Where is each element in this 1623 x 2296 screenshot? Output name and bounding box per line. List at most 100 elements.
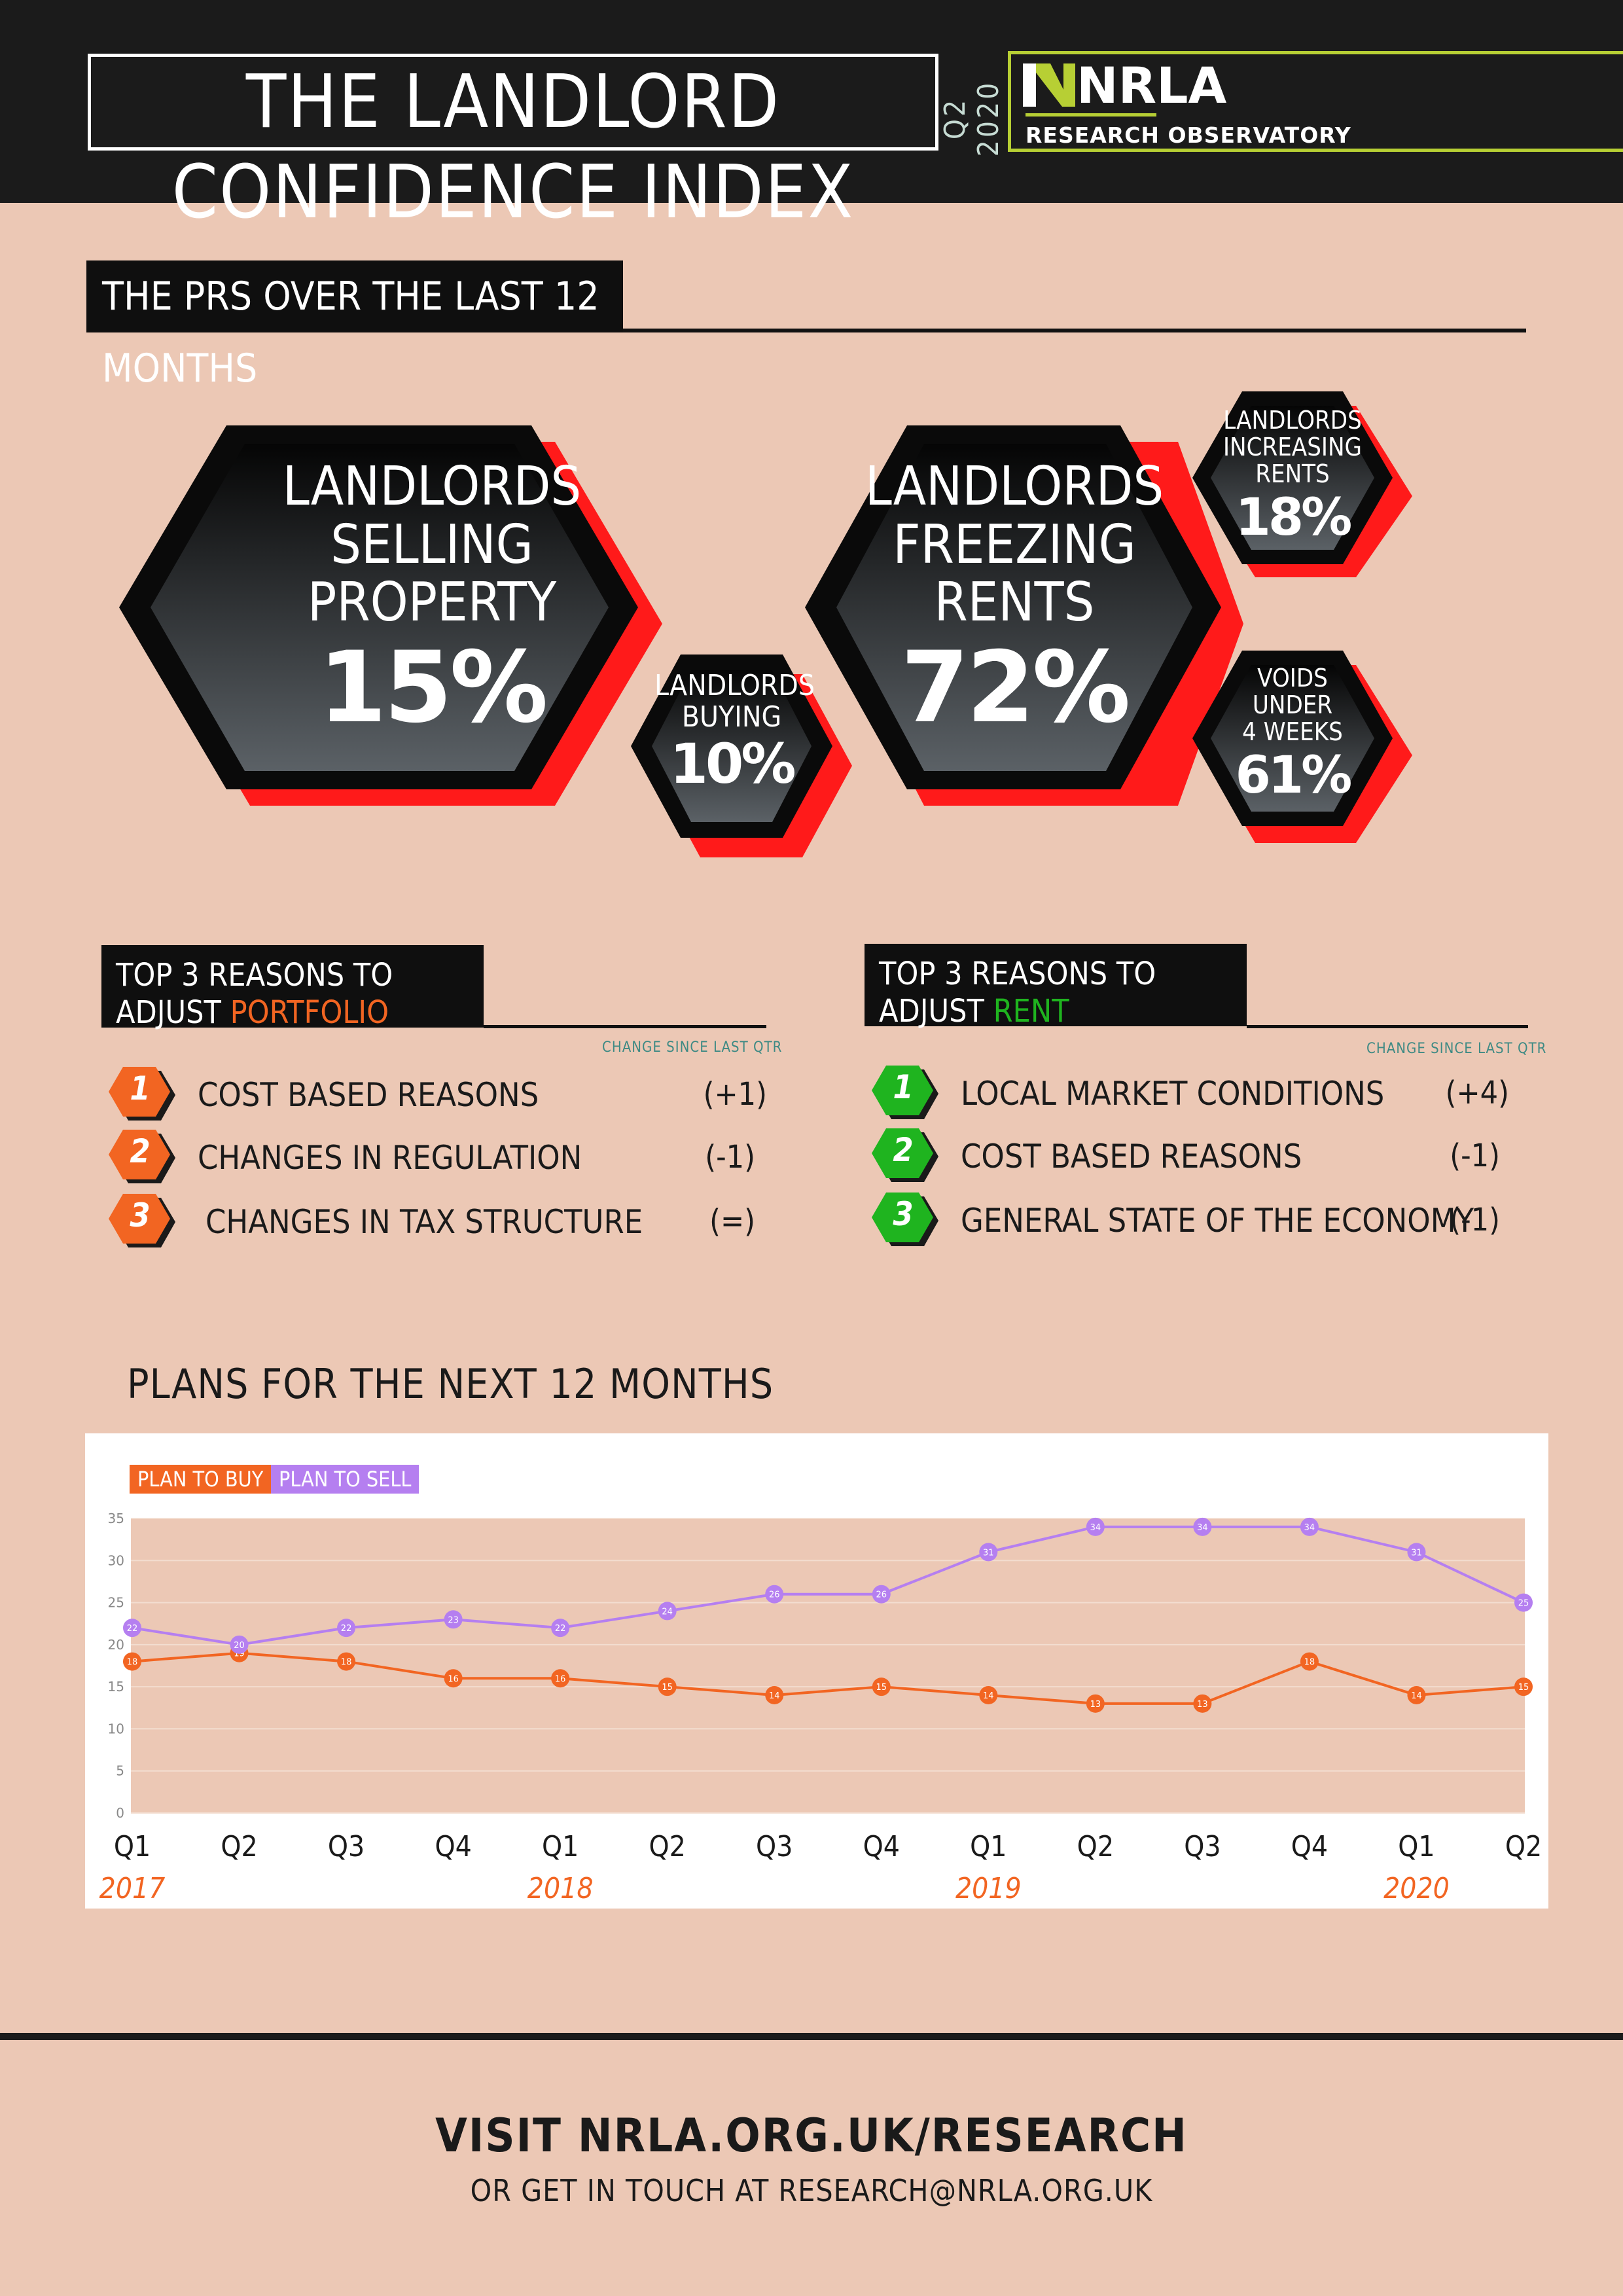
stat-label: UNDER: [1252, 691, 1333, 720]
data-label: 15: [1518, 1683, 1529, 1693]
data-point: [765, 1686, 784, 1704]
footer-rule: [0, 2033, 1623, 2040]
stat-value: 18%: [1235, 488, 1353, 548]
plans-line-chart: 0 5 10 15 20 25 30 35 Q1 Q2 Q3 Q4 Q1 Q2 Q3 Q4 Q1 Q2 Q3 Q4 Q1…: [99, 1511, 1543, 1905]
rank-number: 3: [893, 1195, 914, 1233]
series-line: [132, 1651, 1524, 1705]
rank-badge-icon: [109, 1130, 175, 1183]
rank-number: 1: [893, 1068, 914, 1106]
y-tick-label: 35: [108, 1511, 124, 1526]
logo-underline: [1026, 113, 1156, 117]
x-tick-label: Q1: [114, 1830, 151, 1863]
data-point: [1407, 1543, 1426, 1562]
data-point: [1086, 1694, 1105, 1713]
x-tick-label: Q2: [221, 1830, 257, 1863]
logo-text: NRLA: [1077, 56, 1227, 115]
reason-label: COST BASED REASONS: [198, 1076, 539, 1114]
reason-label: COST BASED REASONS: [961, 1138, 1302, 1175]
data-point: [872, 1677, 891, 1696]
stat-selling: LANDLORDS SELLING PROPERTY 15%: [275, 456, 589, 745]
y-tick-label: 15: [108, 1679, 124, 1695]
x-tick-label: Q3: [1184, 1830, 1221, 1863]
rent-change-note: CHANGE SINCE LAST QTR: [1366, 1041, 1547, 1057]
data-point: [1193, 1694, 1212, 1713]
year-label: 2018: [527, 1872, 594, 1905]
stat-freezing: LANDLORDS FREEZING RENTS 72%: [857, 456, 1171, 743]
hex-selling: [119, 425, 662, 806]
data-label: 15: [662, 1683, 673, 1693]
data-point: [337, 1619, 356, 1638]
stat-label: 4 WEEKS: [1242, 717, 1343, 747]
y-tick-label: 0: [116, 1805, 124, 1821]
rank-badge-icon: [109, 1194, 175, 1247]
heading-prefix: ADJUST: [116, 994, 230, 1031]
quarter-label: Q2 2020: [938, 52, 1005, 157]
data-point: [1514, 1593, 1533, 1612]
data-label: 24: [662, 1607, 673, 1617]
x-tick-label: Q2: [649, 1830, 686, 1863]
data-point: [979, 1686, 998, 1704]
reason-label: CHANGES IN REGULATION: [198, 1139, 582, 1177]
legend-plan-to-sell: PLAN TO SELL: [271, 1465, 419, 1494]
stat-label: RENTS: [934, 571, 1095, 634]
data-label: 31: [1411, 1548, 1422, 1558]
stat-label: LANDLORDS: [282, 456, 582, 518]
stat-label: INCREASING: [1222, 433, 1363, 462]
stat-label: LANDLORDS: [865, 456, 1164, 518]
data-label: 16: [555, 1674, 566, 1684]
rank-badge-icon: [872, 1128, 938, 1182]
data-label: 13: [1090, 1700, 1101, 1710]
data-point: [1407, 1686, 1426, 1704]
logo-subtitle: RESEARCH OBSERVATORY: [1026, 122, 1351, 148]
data-point: [551, 1619, 570, 1638]
footer-visit-link[interactable]: VISIT NRLA.ORG.UK/RESEARCH: [435, 2109, 1188, 2162]
stat-label: PROPERTY: [307, 571, 557, 634]
stat-increasing: LANDLORDS INCREASING RENTS 18%: [1214, 406, 1371, 548]
data-label: 14: [1411, 1691, 1422, 1701]
y-tick-label: 5: [116, 1763, 124, 1779]
stat-label: BUYING: [681, 700, 782, 734]
portfolio-rule: [484, 1025, 766, 1028]
rank-badge-icon: [872, 1193, 938, 1246]
footer-contact[interactable]: OR GET IN TOUCH AT RESEARCH@NRLA.ORG.UK: [470, 2173, 1153, 2208]
rent-heading-line2: ADJUST RENT: [879, 993, 1247, 1030]
rent-rule: [1247, 1025, 1528, 1028]
stat-label: RENTS: [1255, 459, 1330, 489]
reason-label: CHANGES IN TAX STRUCTURE: [205, 1203, 643, 1241]
y-tick-label: 25: [108, 1595, 124, 1611]
hex-freezing: [805, 425, 1243, 806]
data-label: 26: [876, 1590, 887, 1600]
data-label: 25: [1518, 1599, 1529, 1609]
x-tick-label: Q2: [1505, 1830, 1542, 1863]
y-tick-label: 30: [108, 1552, 124, 1568]
portfolio-change-note: CHANGE SINCE LAST QTR: [602, 1039, 783, 1056]
data-point: [658, 1677, 677, 1696]
plans-heading: PLANS FOR THE NEXT 12 MONTHS: [127, 1360, 774, 1408]
x-tick-label: Q3: [756, 1830, 793, 1863]
legend-plan-to-buy: PLAN TO BUY: [130, 1465, 272, 1494]
stat-voids: VOIDS UNDER 4 WEEKS 61%: [1214, 664, 1371, 806]
x-tick-label: Q1: [970, 1830, 1007, 1863]
x-tick-label: Q4: [863, 1830, 900, 1863]
hex-voids: [1192, 651, 1412, 843]
quarter-text: Q2 2020: [938, 80, 1005, 157]
rank-badge-icon: [872, 1066, 938, 1119]
data-point: [1514, 1677, 1533, 1696]
stat-buying: LANDLORDS BUYING 10%: [654, 670, 815, 795]
nrla-logo[interactable]: NRLA RESEARCH OBSERVATORY: [1008, 51, 1623, 152]
x-tick-label: Q1: [542, 1830, 579, 1863]
data-label: 22: [555, 1624, 566, 1634]
data-label: 18: [341, 1658, 352, 1668]
data-point: [551, 1669, 570, 1688]
data-point: [230, 1635, 249, 1654]
stat-label: SELLING: [330, 513, 533, 576]
plot-area: [131, 1518, 1525, 1813]
data-point: [1086, 1517, 1105, 1536]
data-label: 34: [1304, 1523, 1315, 1533]
data-point: [123, 1652, 141, 1671]
data-label: 34: [1090, 1523, 1101, 1533]
heading-highlight: RENT: [993, 993, 1069, 1030]
data-point: [123, 1619, 141, 1638]
stat-value: 15%: [318, 630, 548, 745]
data-label: 22: [127, 1624, 138, 1634]
